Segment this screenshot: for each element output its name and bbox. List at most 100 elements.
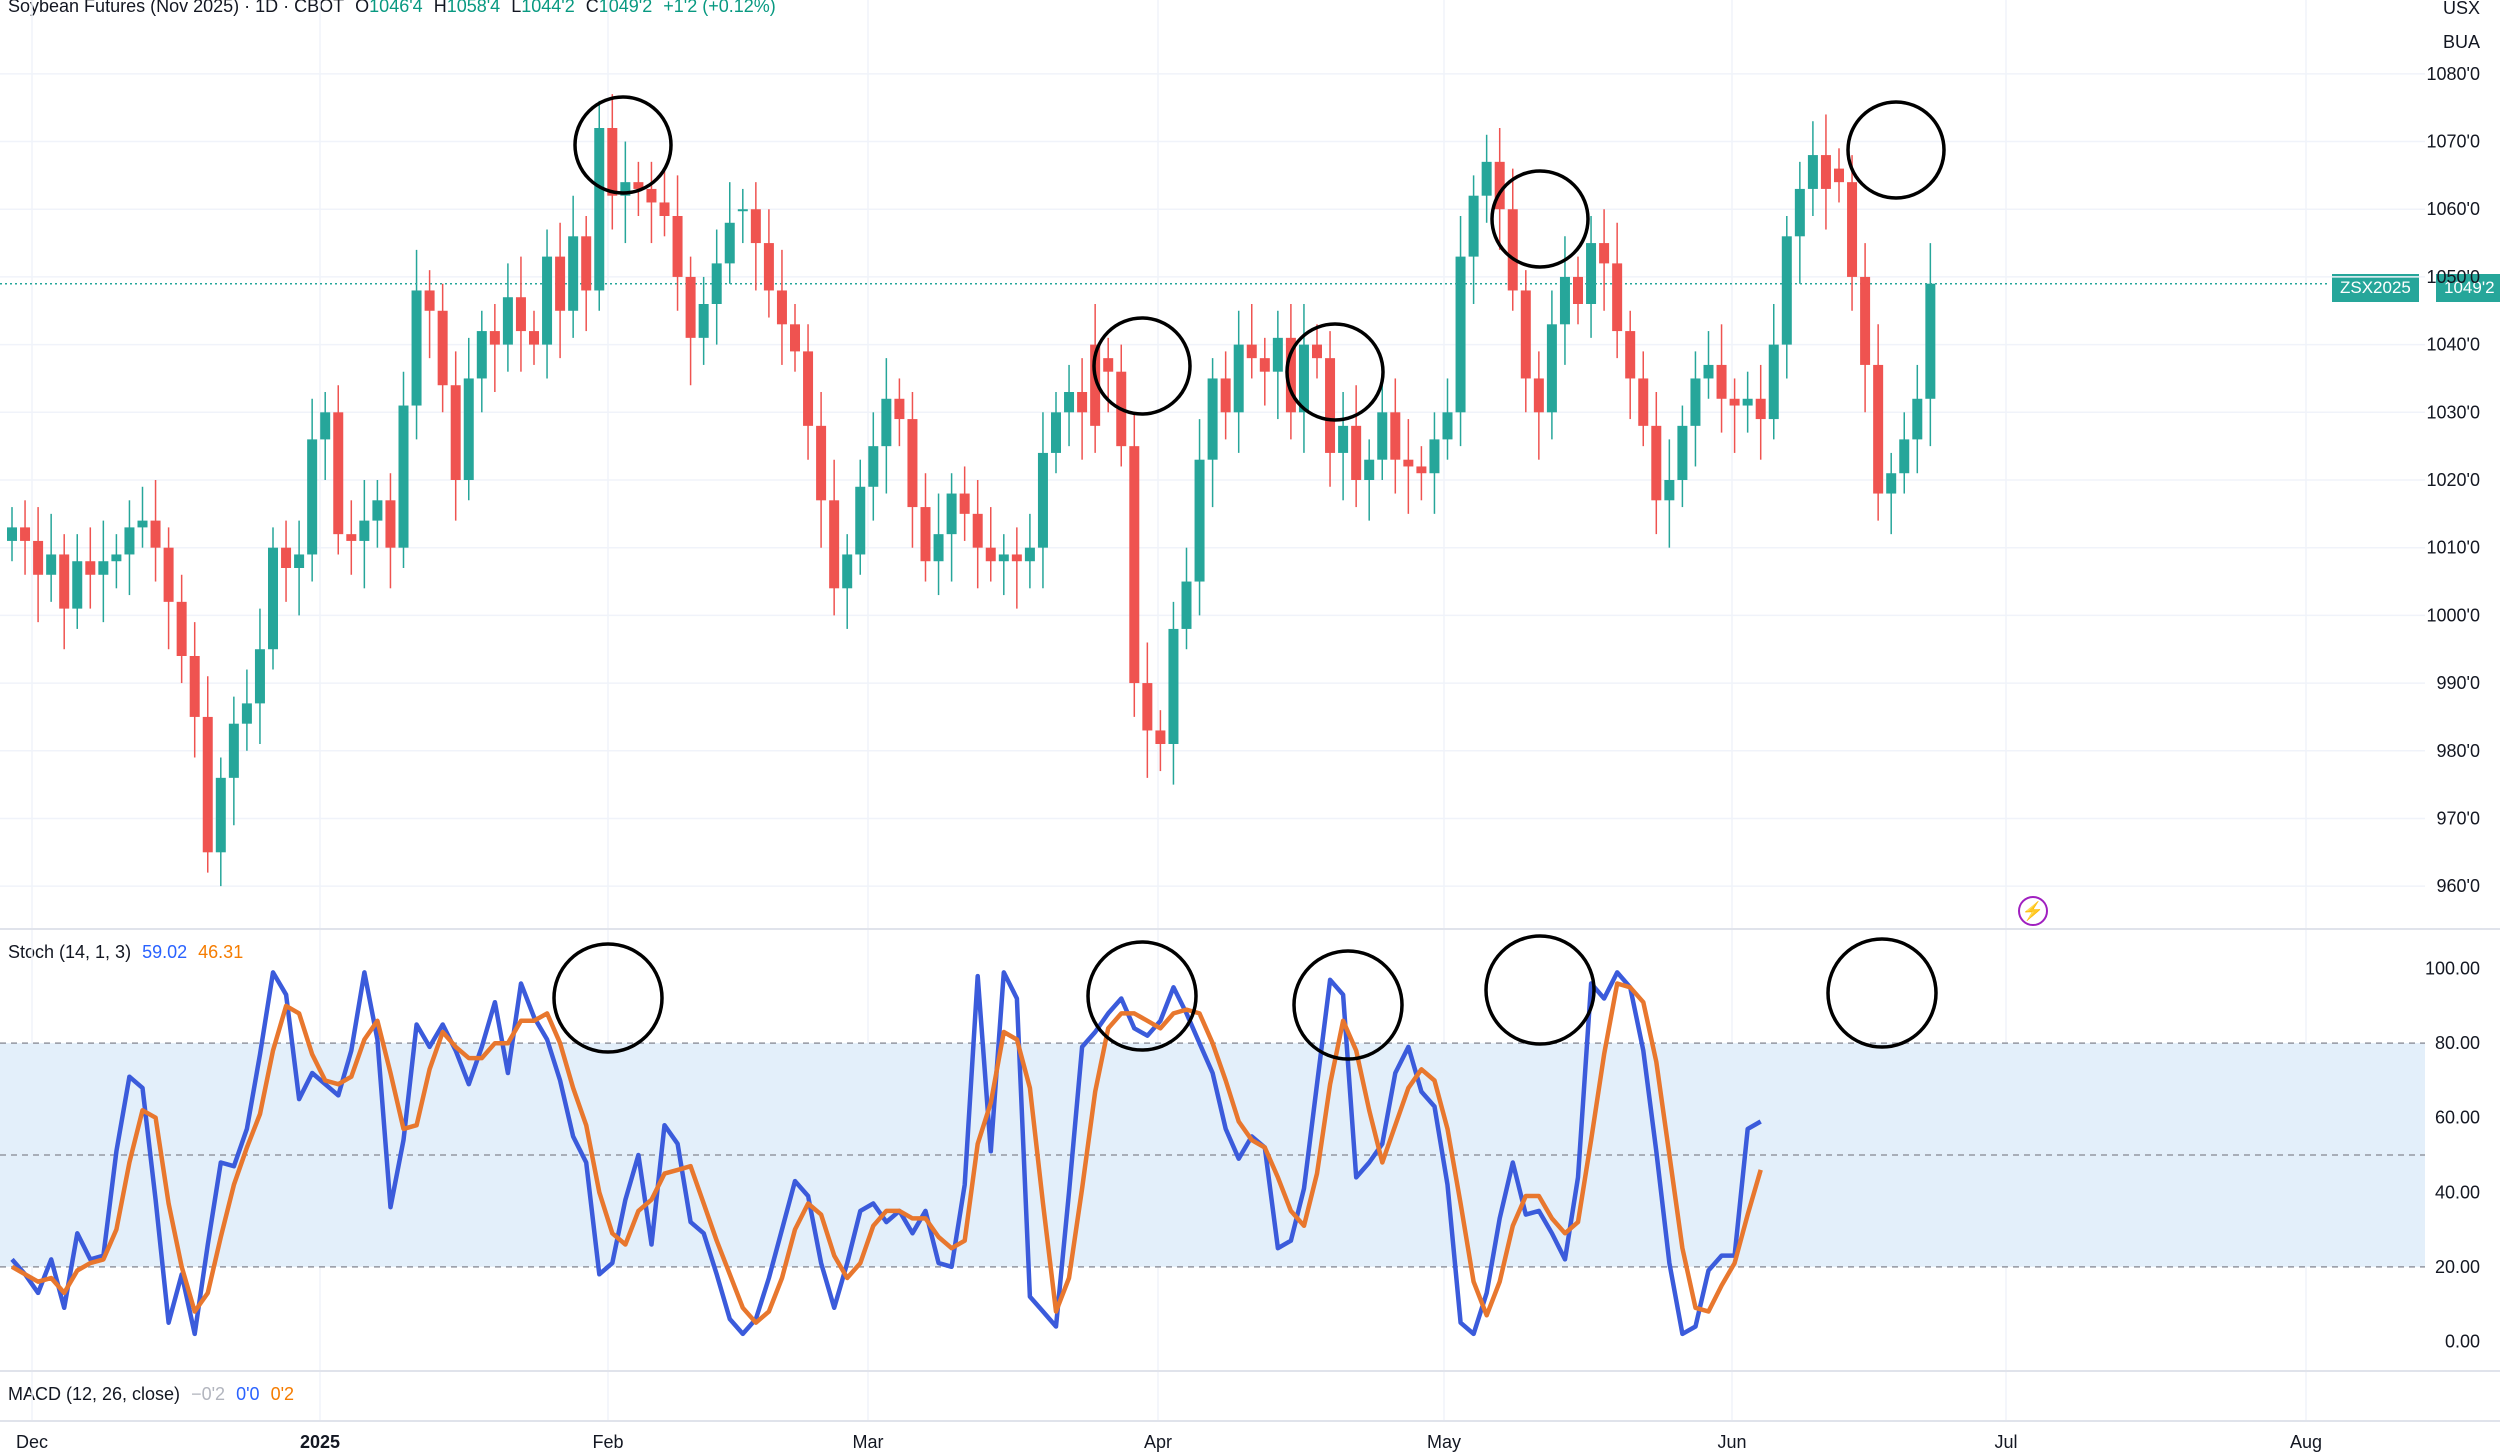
candle-body	[1638, 378, 1649, 426]
stoch-tick-label: 40.00	[2435, 1182, 2480, 1202]
candle-body	[1455, 256, 1466, 413]
annotation-circle	[1086, 940, 1198, 1052]
candle-body	[1194, 459, 1205, 582]
candle-body	[1364, 459, 1375, 480]
candle-body	[646, 188, 657, 203]
candle-body	[1507, 209, 1518, 291]
candle-body	[1142, 683, 1153, 731]
candle-body	[1155, 730, 1166, 744]
pane-separator-3[interactable]	[0, 1420, 2500, 1422]
candle-body	[685, 276, 696, 338]
candle-body	[176, 601, 187, 656]
candle-body	[672, 216, 683, 277]
candle-body	[1285, 337, 1296, 413]
high-label: H	[433, 0, 447, 16]
candle-body	[620, 182, 631, 196]
candle-body	[1442, 412, 1453, 440]
candle-body	[1703, 364, 1714, 379]
candle-body	[568, 236, 579, 311]
candle-body	[1312, 344, 1322, 359]
macd-header: MACD (12, 26, close) −0'2 0'0 0'2	[8, 1384, 300, 1405]
macd-hist-value: −0'2	[191, 1384, 226, 1404]
candle-body	[1207, 378, 1218, 460]
candle-body	[946, 493, 957, 535]
price-tick-label: 1020'0	[2427, 470, 2481, 490]
candle-body	[228, 723, 239, 778]
candle-body	[711, 263, 722, 304]
candle-body	[790, 324, 800, 352]
candle-body	[594, 128, 605, 291]
stoch-tick-label: 80.00	[2435, 1033, 2480, 1053]
candle-body	[1090, 344, 1101, 426]
price-header: Soybean Futures (Nov 2025) · 1D · CBOT O…	[8, 0, 782, 17]
high-value: 1058'4	[446, 0, 501, 16]
candle-body	[189, 656, 200, 717]
candle-body	[894, 398, 905, 420]
candle-body	[1325, 358, 1336, 453]
pane-separator-2[interactable]	[0, 1370, 2500, 1372]
candle-body	[150, 520, 161, 548]
candle-body	[1168, 628, 1179, 744]
candle-body	[137, 520, 148, 528]
candle-body	[85, 561, 96, 575]
candle-body	[920, 507, 931, 562]
macd-signal-value: 0'2	[270, 1384, 295, 1404]
last-price-tag: 1049'2	[2436, 274, 2500, 302]
candle-body	[881, 398, 892, 447]
change-value: +1'2 (+0.12%)	[663, 0, 776, 16]
unit-tag[interactable]: BUA	[2442, 32, 2480, 52]
candle-body	[581, 236, 592, 291]
candle-body	[1403, 459, 1414, 467]
currency-tag[interactable]: USX	[2442, 0, 2480, 18]
candle-body	[489, 331, 500, 345]
candle-body	[542, 256, 553, 345]
candle-body	[437, 310, 448, 386]
candle-body	[1925, 283, 1936, 399]
candle-body	[529, 331, 539, 345]
candle-body	[1873, 364, 1884, 494]
candle-body	[1847, 182, 1858, 277]
candle-body	[385, 500, 396, 548]
lightning-icon[interactable]: ⚡	[2018, 896, 2048, 926]
stoch-tick-label: 0.00	[2445, 1331, 2480, 1351]
annotation-circle	[1292, 949, 1404, 1061]
close-value: 1049'2	[598, 0, 653, 16]
candle-body	[816, 425, 827, 501]
candle-body	[1755, 398, 1766, 420]
candle-body	[294, 554, 305, 568]
annotation-circles	[552, 95, 1946, 1061]
candle-body	[1768, 344, 1779, 420]
macd-value: 0'0	[236, 1384, 260, 1404]
candle-body	[124, 527, 135, 555]
candle-body	[46, 554, 57, 575]
candle-body	[1912, 398, 1923, 440]
candle-body	[333, 412, 344, 535]
candle-body	[1272, 337, 1283, 372]
candle-body	[1064, 392, 1075, 413]
stoch-lines	[10, 970, 1763, 1337]
date-tick-label: Dec	[16, 1432, 48, 1452]
stoch-tick-label: 100.00	[2425, 959, 2480, 979]
candle-body	[659, 202, 670, 216]
pane-separator-1[interactable]	[0, 928, 2500, 930]
candle-body	[1834, 168, 1844, 183]
candle-body	[450, 385, 461, 480]
candle-body	[1298, 344, 1309, 413]
candle-body	[59, 554, 70, 609]
candle-body	[1546, 324, 1557, 413]
candle-body	[1559, 276, 1570, 325]
price-tick-label: 1000'0	[2427, 605, 2481, 625]
candle-body	[215, 777, 226, 853]
macd-label: MACD (12, 26, close)	[8, 1384, 181, 1404]
candle-body	[7, 527, 17, 541]
candle-body	[1233, 344, 1244, 413]
candle-body	[972, 513, 983, 548]
candle-body	[1742, 398, 1753, 406]
candle-body	[842, 554, 853, 589]
price-tick-label: 1070'0	[2427, 132, 2481, 152]
candle-body	[1338, 425, 1349, 453]
annotation-circle	[1484, 934, 1596, 1046]
candle-body	[320, 412, 331, 440]
candle-body	[1820, 155, 1831, 189]
